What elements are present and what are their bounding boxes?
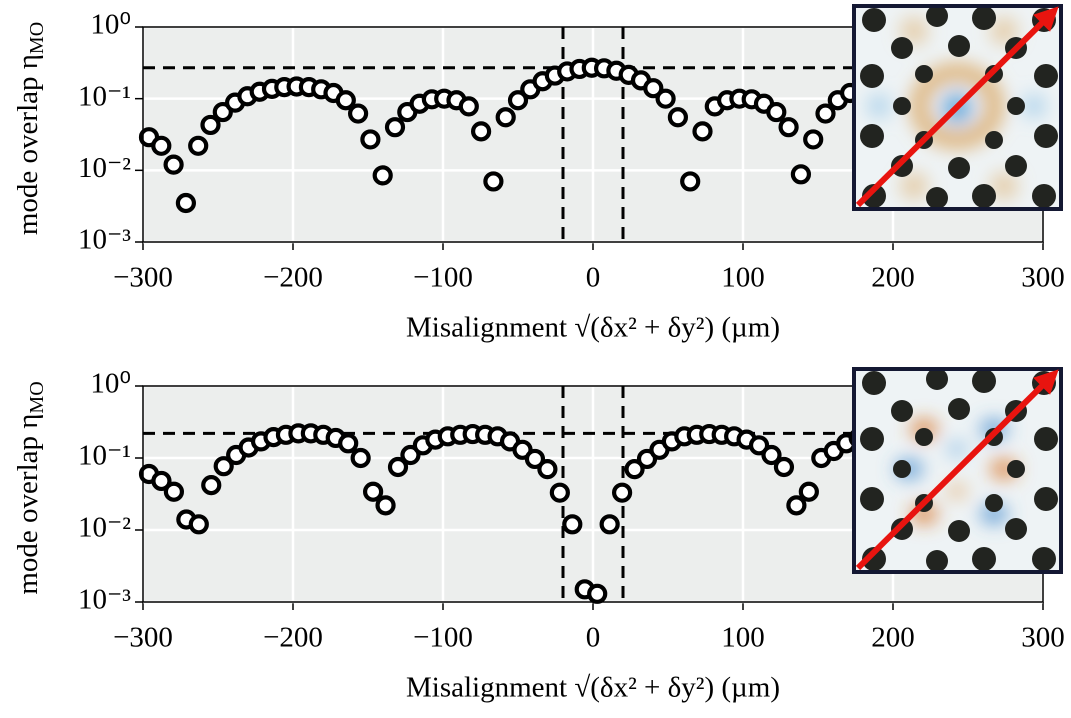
data-point <box>537 459 558 480</box>
data-point <box>766 101 787 123</box>
data-point <box>680 171 701 192</box>
x-tick-label: −100 <box>413 262 473 294</box>
data-point <box>483 171 504 192</box>
data-point <box>495 107 516 128</box>
data-point <box>803 129 824 150</box>
data-point <box>624 459 645 480</box>
x-tick-label: 200 <box>871 622 915 654</box>
data-point <box>151 135 172 156</box>
y-tick-label: 10⁻¹ <box>78 440 131 472</box>
data-point <box>213 456 234 477</box>
data-point <box>348 103 369 124</box>
x-tick-label: 300 <box>1021 622 1065 654</box>
data-point <box>188 514 209 535</box>
data-point <box>175 192 196 214</box>
data-point <box>200 114 221 136</box>
y-axis-label-subscript: MO <box>26 381 48 413</box>
data-point <box>471 121 492 142</box>
x-tick-label: −300 <box>113 262 173 294</box>
data-point <box>363 481 384 502</box>
data-point <box>773 456 795 478</box>
data-point <box>562 514 583 535</box>
y-axis-label: mode overlap ηMO <box>12 381 48 594</box>
data-point <box>375 495 396 516</box>
data-point <box>372 165 393 186</box>
data-point <box>151 470 172 492</box>
x-tick-label: 100 <box>721 262 765 294</box>
data-point <box>692 121 713 142</box>
y-tick-label: 10⁻¹ <box>78 80 131 112</box>
data-point <box>778 117 799 138</box>
x-tick-label: −300 <box>113 622 173 654</box>
y-axis-label: mode overlap ηMO <box>12 22 48 235</box>
data-point <box>163 154 184 175</box>
data-point <box>667 107 689 128</box>
data-point <box>587 583 608 604</box>
data-point <box>599 514 620 535</box>
y-tick-label: 10⁰ <box>90 9 131 41</box>
y-axis-label-subscript: MO <box>26 22 48 54</box>
x-axis-label: Misalignment √(δx² + δy²) (µm) <box>406 312 780 344</box>
data-point <box>188 135 209 156</box>
x-tick-label: 0 <box>586 622 601 654</box>
y-tick-label: 10⁻² <box>78 152 131 184</box>
data-point <box>549 482 570 503</box>
x-tick-label: 0 <box>586 262 601 294</box>
y-axis-label-main: mode overlap η <box>12 414 44 595</box>
data-point <box>748 435 770 456</box>
data-point <box>458 96 479 117</box>
data-point <box>655 88 676 109</box>
x-tick-label: 100 <box>721 622 765 654</box>
data-point <box>350 447 371 469</box>
data-point <box>524 448 546 470</box>
inset-mode-image <box>854 5 1061 209</box>
data-point <box>387 456 409 478</box>
data-point <box>611 482 633 503</box>
data-point <box>507 90 529 111</box>
data-point <box>360 129 381 150</box>
data-point <box>643 78 664 99</box>
y-tick-label: 10⁻³ <box>78 224 131 256</box>
data-point <box>201 475 222 496</box>
x-tick-label: 200 <box>871 262 915 294</box>
data-point <box>761 444 782 466</box>
y-axis-label-main: mode overlap η <box>12 54 44 235</box>
x-tick-label: 300 <box>1021 262 1065 294</box>
data-point <box>790 164 812 185</box>
inset-mode-image <box>854 368 1061 572</box>
x-axis-label: Misalignment √(δx² + δy²) (µm) <box>406 672 780 704</box>
x-tick-label: −100 <box>413 622 473 654</box>
x-tick-label: −200 <box>263 262 323 294</box>
y-tick-label: 10⁰ <box>90 368 131 400</box>
data-point <box>384 117 406 138</box>
data-point <box>815 103 836 124</box>
data-point <box>338 433 359 454</box>
data-point <box>400 444 421 466</box>
y-tick-label: 10⁻² <box>78 512 131 544</box>
x-tick-label: −200 <box>263 622 323 654</box>
data-point <box>798 481 819 502</box>
data-point <box>335 90 356 111</box>
data-point <box>786 495 807 516</box>
y-tick-label: 10⁻³ <box>78 584 131 616</box>
data-point <box>163 481 184 502</box>
